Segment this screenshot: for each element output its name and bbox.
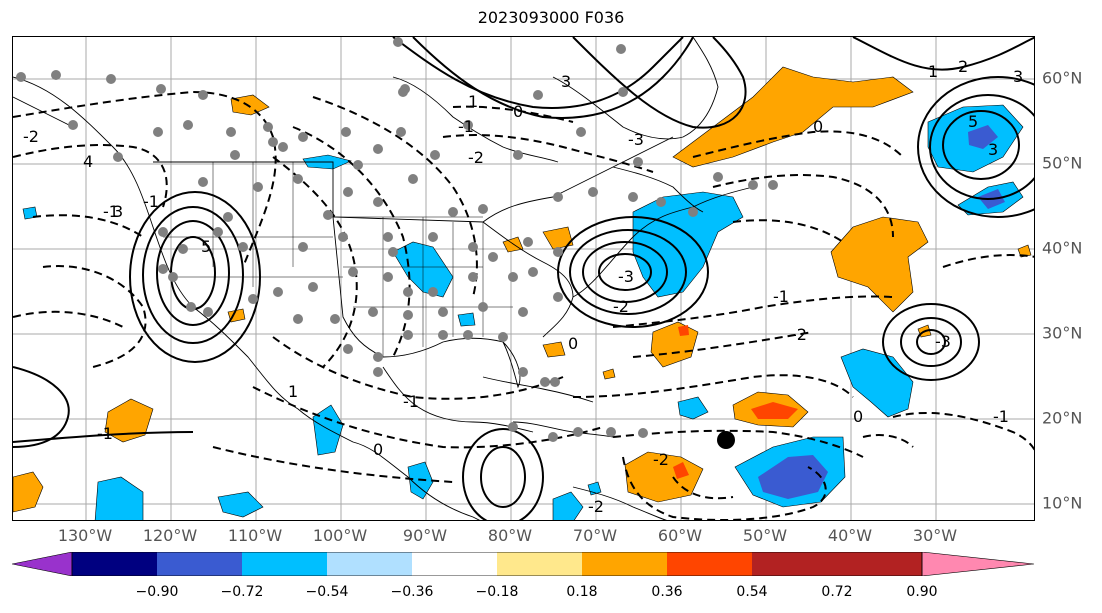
contour-label: 4	[83, 152, 93, 171]
colorbar-segment	[327, 552, 412, 576]
colorbar-tick: 0.18	[566, 584, 598, 600]
lat-label: 60°N	[1042, 68, 1083, 88]
lon-label: 100°W	[312, 526, 368, 545]
contour-label: 0	[813, 117, 823, 136]
contour-label: 0	[373, 440, 383, 459]
lat-label: 40°N	[1042, 238, 1083, 258]
colorbar-segment	[752, 552, 837, 576]
lon-label: 50°W	[742, 526, 788, 545]
colorbar-tick: −0.18	[475, 584, 519, 600]
contour-label: 0	[568, 334, 578, 353]
colorbar-segment	[837, 552, 922, 576]
colorbar-segment	[412, 552, 497, 576]
map-title: 2023093000 F036	[477, 8, 625, 27]
contour-label: 1	[468, 92, 478, 111]
contour-label: -2	[791, 325, 807, 344]
colorbar	[12, 552, 1035, 576]
strong-negative-shading	[758, 125, 1005, 499]
contour-labels: 3 0 -1 -2 4 5 -1 -2 3 2 1 3 -3 0 -2 5 3 …	[23, 57, 1023, 516]
contour-label: 0	[513, 102, 523, 121]
lon-label: 90°W	[402, 526, 448, 545]
contour-label: -2	[588, 497, 604, 516]
colorbar-tick: −0.72	[220, 584, 264, 600]
contour-label: 3	[1013, 67, 1023, 86]
lon-label: 120°W	[142, 526, 198, 545]
contour-label: -1	[97, 424, 113, 443]
lon-label: 40°W	[827, 526, 873, 545]
contour-label: 3	[561, 72, 571, 91]
special-marker	[717, 431, 735, 449]
contour-label: -1	[458, 117, 474, 136]
lon-label: 130°W	[57, 526, 113, 545]
colorbar-segment	[667, 552, 752, 576]
lon-label: 30°W	[912, 526, 958, 545]
contour-label: 2	[958, 57, 968, 76]
colorbar-segment	[497, 552, 582, 576]
contour-label: 5	[201, 237, 211, 256]
colorbar-tick: 0.36	[651, 584, 683, 600]
strong-positive-shading	[673, 325, 798, 479]
colorbar-extend-high	[921, 552, 1035, 576]
solid-contours	[13, 37, 1034, 520]
lat-label: 30°N	[1042, 323, 1083, 343]
contour-label: -2	[613, 297, 629, 316]
colorbar-tick: −0.90	[135, 584, 179, 600]
lon-label: 60°W	[657, 526, 703, 545]
lon-label: 80°W	[487, 526, 533, 545]
colorbar-segment	[72, 552, 157, 576]
positive-shading	[13, 66, 1032, 513]
contour-label: -1	[143, 192, 159, 211]
contour-label: 0	[853, 407, 863, 426]
colorbar-tick: −0.54	[305, 584, 349, 600]
contour-label: -2	[468, 148, 484, 167]
observation-markers	[16, 37, 778, 442]
map-panel[interactable]: 3 0 -1 -2 4 5 -1 -2 3 2 1 3 -3 0 -2 5 3 …	[12, 36, 1035, 521]
contour-label: -3	[618, 267, 634, 286]
colorbar-segment	[242, 552, 327, 576]
lat-label: 50°N	[1042, 153, 1083, 173]
colorbar-segment	[582, 552, 667, 576]
lon-label: 70°W	[572, 526, 618, 545]
dashed-contours	[13, 90, 1034, 520]
lon-label: 110°W	[227, 526, 283, 545]
contour-label: -1	[773, 287, 789, 306]
colorbar-tick: 0.54	[736, 584, 768, 600]
contour-label: -2	[23, 127, 39, 146]
contour-label: -1	[993, 407, 1009, 426]
contour-label: 3	[113, 202, 123, 221]
colorbar-tick: 0.90	[906, 584, 938, 600]
contour-label: -3	[935, 332, 951, 351]
lat-label: 20°N	[1042, 408, 1083, 428]
lat-label: 10°N	[1042, 493, 1083, 513]
contour-label: 3	[988, 140, 998, 159]
colorbar-segment	[157, 552, 242, 576]
boundaries	[163, 162, 513, 357]
contour-label: 5	[968, 112, 978, 131]
contour-label: -1	[103, 202, 119, 221]
contour-label: -2	[653, 450, 669, 469]
contour-label: -3	[628, 130, 644, 149]
colorbar-extend-low	[12, 552, 73, 576]
map-canvas: 3 0 -1 -2 4 5 -1 -2 3 2 1 3 -3 0 -2 5 3 …	[13, 37, 1034, 520]
contour-label: 1	[288, 382, 298, 401]
colorbar-tick: 0.72	[821, 584, 853, 600]
contour-label: 1	[928, 62, 938, 81]
contour-label: -1	[403, 392, 419, 411]
colorbar-tick: −0.36	[390, 584, 434, 600]
